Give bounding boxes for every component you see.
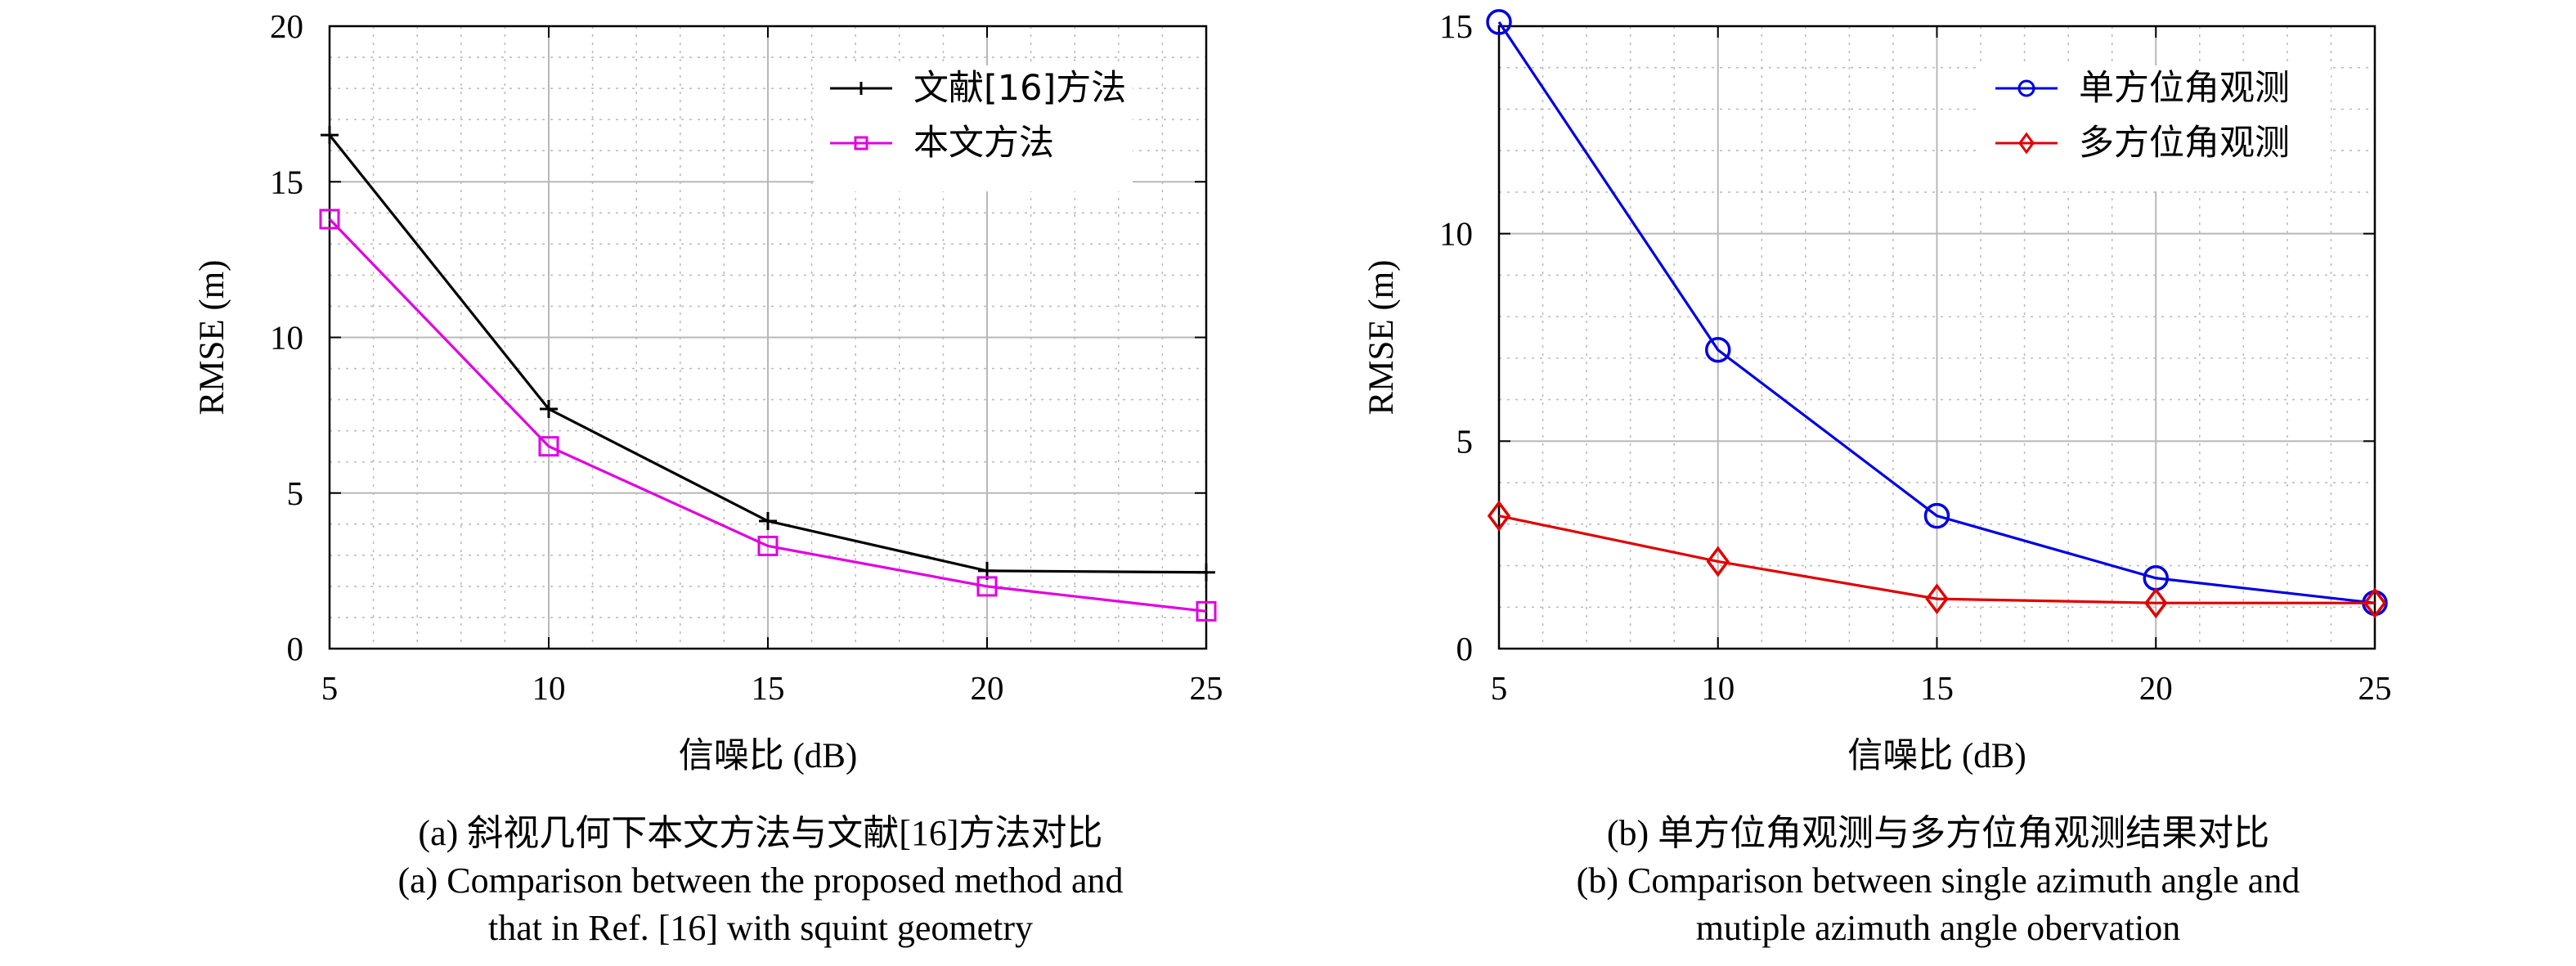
y-tick-label: 0 — [287, 630, 304, 667]
x-tick-label: 10 — [1701, 669, 1735, 707]
legend-entry-2: 多方位角观测 — [1995, 123, 2290, 164]
x-tick-label: 25 — [2358, 669, 2392, 707]
x-tick-label: 20 — [971, 669, 1004, 707]
series-line — [328, 218, 1207, 613]
y-tick-label: 5 — [1456, 422, 1474, 460]
x-tick-label: 5 — [1491, 669, 1508, 707]
series-line — [1498, 514, 2375, 604]
y-tick-label: 10 — [270, 319, 303, 357]
y-tick-label: 0 — [1456, 630, 1474, 667]
data-point — [1705, 336, 1731, 363]
x-tick-label: 10 — [532, 669, 566, 707]
caption-b-english-line2: mutiple azimuth angle obervation — [1695, 908, 2181, 948]
legend-marker — [2018, 132, 2035, 155]
y-tick-label: 20 — [270, 7, 303, 45]
legend-label: 文献[16]方法 — [913, 68, 1126, 109]
data-point — [1487, 500, 1511, 532]
x-axis-label: 信噪比 (dB) — [1847, 737, 2026, 775]
x-tick-label: 5 — [321, 669, 339, 707]
x-tick-label: 15 — [1920, 669, 1954, 707]
legend-entry-2: 本文方法 — [830, 123, 1054, 164]
y-axis-label: RMSE (m) — [1362, 260, 1401, 416]
legend-label: 单方位角观测 — [2079, 68, 2290, 109]
caption-b: (b) 单方位角观测与多方位角观测结果对比 (b) Comparison bet… — [1447, 810, 2429, 952]
x-tick-label: 15 — [752, 669, 785, 707]
series-1 — [321, 126, 1215, 582]
caption-b-english-line1: (b) Comparison between single azimuth an… — [1576, 860, 2300, 901]
data-point — [2363, 587, 2387, 619]
data-point — [1706, 546, 1730, 577]
legend-label: 本文方法 — [913, 123, 1054, 164]
data-point — [976, 576, 998, 597]
data-point — [1925, 583, 1949, 615]
legend-entry-1: 文献[16]方法 — [830, 68, 1126, 109]
y-tick-label: 10 — [1439, 215, 1473, 253]
x-tick-label: 20 — [2139, 669, 2173, 707]
y-axis-label: RMSE (m) — [193, 260, 231, 416]
y-tick-label: 15 — [1439, 7, 1473, 45]
legend-label: 多方位角观测 — [2079, 123, 2290, 164]
data-point — [757, 535, 779, 556]
caption-a-chinese: (a) 斜视几何下本文方法与文献[16]方法对比 — [418, 813, 1103, 853]
legend-box — [1979, 65, 2331, 191]
caption-b-chinese: (b) 单方位角观测与多方位角观测结果对比 — [1606, 813, 2270, 853]
y-tick-label: 5 — [287, 474, 304, 512]
legend-box — [814, 65, 1133, 191]
caption-a-english-line1: (a) Comparison between the proposed meth… — [397, 860, 1124, 901]
caption-a-english-line2: that in Ref. [16] with squint geometry — [488, 908, 1033, 948]
y-tick-label: 15 — [270, 163, 303, 200]
data-point — [538, 436, 559, 457]
series-line — [1497, 21, 2376, 604]
series-2 — [1487, 500, 2387, 619]
series-2 — [319, 209, 1217, 622]
data-point — [319, 209, 340, 230]
data-point — [1923, 502, 1950, 529]
caption-a: (a) 斜视几何下本文方法与文献[16]方法对比 (a) Comparison … — [270, 810, 1251, 952]
x-tick-label: 25 — [1190, 669, 1223, 707]
x-axis-label: 信噪比 (dB) — [679, 737, 858, 775]
legend-marker — [2017, 79, 2035, 97]
legend-marker — [854, 136, 868, 151]
data-point — [1486, 9, 1512, 35]
data-point — [2144, 587, 2168, 619]
legend-entry-1: 单方位角观测 — [1995, 68, 2290, 109]
data-point — [1196, 600, 1217, 622]
